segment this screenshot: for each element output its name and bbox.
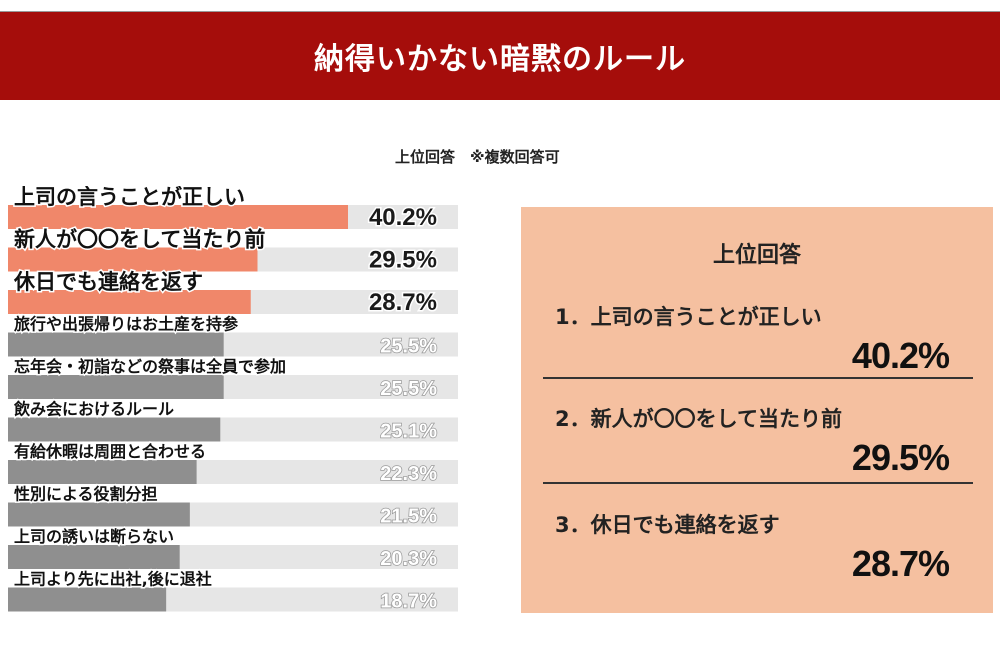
value-label: 21.5% [380,506,437,528]
category-label: 上司より先に出社,後に退社 [14,570,212,589]
top-answers-panel: 上位回答 1．上司の言うことが正しい 40.2% 2．新人が〇〇をして当たり前 … [521,207,993,613]
bar [8,587,167,612]
value-label: 25.1% [380,421,437,443]
bar [8,460,197,484]
page-title: 納得いかない暗黙のルール [314,42,686,77]
top-border [0,0,1000,12]
category-label: 性別による役割分担 [14,485,158,504]
rank-value: 28.7% [851,543,950,584]
category-label: 新人が〇〇をして当たり前 [14,228,265,252]
bar [8,417,221,442]
category-label: 上司の言うことが正しい [14,186,245,209]
value-label: 25.5% [380,378,437,400]
category-label: 上司の誘いは断らない [14,527,174,546]
rank-value: 29.5% [851,437,950,478]
value-label: 28.7% [369,289,437,316]
bar [8,332,224,357]
rank-value: 40.2% [851,335,950,376]
category-label: 旅行や出張帰りはお土産を持参 [14,315,239,334]
value-label: 40.2% [369,204,437,231]
rank-label: 2．新人が〇〇をして当たり前 [555,407,842,431]
bar [8,247,258,272]
header-banner: 納得いかない暗黙のルール [0,12,1000,100]
panel-title: 上位回答 [712,243,801,268]
bar [8,545,180,569]
bar [8,502,190,527]
chart-subtitle: 上位回答 ※複数回答可 [395,148,560,166]
value-label: 18.7% [380,591,437,613]
category-label: 休日でも連絡を返す [13,270,203,294]
rank-label: 3．休日でも連絡を返す [555,513,780,537]
value-label: 22.3% [380,463,437,485]
bar-chart: 上司の言うことが正しい 40.2% 新人が〇〇をして当たり前 29.5% 休日でも連絡を… [8,186,458,613]
bar [8,375,224,399]
bar [8,205,348,229]
category-label: 忘年会・初詣などの祭事は全員で参加 [14,357,286,376]
category-label: 有給休暇は周囲と合わせる [14,442,206,461]
rank-divider [543,482,973,484]
value-label: 29.5% [369,247,437,274]
value-label: 25.5% [380,336,437,358]
rank-divider [543,377,973,379]
bar [8,290,251,314]
value-label: 20.3% [380,548,437,570]
category-label: 飲み会におけるルール [13,400,174,419]
rank-label: 1．上司の言うことが正しい [555,305,822,329]
